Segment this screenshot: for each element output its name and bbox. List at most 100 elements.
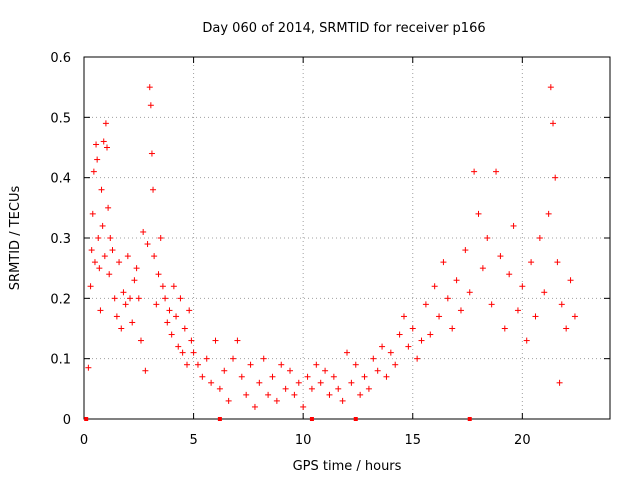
data-point: [93, 141, 100, 148]
data-point: [94, 156, 101, 163]
x-tick-label: 10: [295, 433, 312, 448]
data-point: [99, 222, 106, 229]
data-point: [90, 168, 97, 175]
y-tick-labels: 0 0.1 0.2 0.3 0.4 0.5 0.6: [50, 51, 71, 428]
data-point: [147, 102, 154, 109]
x-axis-label: GPS time / hours: [293, 459, 402, 474]
y-tick-label: 0.1: [50, 353, 71, 368]
data-point: [453, 277, 460, 284]
data-point: [157, 235, 164, 241]
x-tick-label: 15: [404, 433, 421, 448]
data-point: [127, 295, 134, 302]
data-point: [370, 355, 377, 362]
data-point: [113, 313, 120, 320]
data-point: [547, 84, 554, 91]
data-point: [194, 361, 201, 368]
data-point: [484, 235, 491, 241]
data-point: [238, 373, 245, 380]
data-point: [184, 361, 191, 368]
data-point: [106, 271, 113, 278]
data-point: [85, 364, 92, 371]
ground-marker: [467, 417, 472, 421]
data-point: [87, 283, 94, 290]
data-point: [308, 385, 315, 392]
ground-markers: [84, 417, 472, 421]
data-point: [536, 235, 543, 241]
data-point: [475, 210, 482, 217]
data-point: [278, 361, 285, 368]
data-point: [457, 307, 464, 314]
data-point: [396, 331, 403, 338]
data-point: [383, 373, 390, 380]
y-tick-label: 0.2: [50, 292, 71, 307]
data-point: [208, 379, 215, 386]
data-point: [190, 349, 197, 356]
data-point: [162, 295, 169, 302]
data-point: [269, 373, 276, 380]
data-point: [361, 373, 368, 380]
data-point: [497, 253, 504, 260]
data-point: [118, 325, 125, 332]
chart-title: Day 060 of 2014, SRMTID for receiver p16…: [202, 21, 485, 36]
data-point: [506, 271, 513, 278]
data-point: [462, 247, 469, 254]
data-point: [102, 120, 109, 127]
data-point: [374, 367, 381, 374]
data-point: [282, 385, 289, 392]
data-point: [173, 313, 180, 320]
data-point: [181, 325, 188, 332]
data-point: [273, 397, 280, 404]
data-point: [159, 283, 166, 290]
data-point: [571, 313, 578, 320]
data-point: [352, 361, 359, 368]
plot-frame: [83, 56, 611, 420]
y-tick-label: 0.5: [50, 111, 71, 126]
data-point: [348, 379, 355, 386]
data-point: [153, 301, 160, 308]
ground-marker: [309, 417, 314, 421]
y-tick-label: 0.4: [50, 172, 71, 187]
data-point: [137, 337, 144, 344]
data-point: [100, 138, 107, 145]
data-point: [105, 204, 112, 211]
data-point: [170, 283, 177, 290]
data-point: [392, 361, 399, 368]
data-point: [409, 325, 416, 332]
data-point: [140, 228, 147, 235]
data-point: [203, 355, 210, 362]
data-point: [556, 379, 563, 386]
data-point: [148, 150, 155, 157]
data-point: [260, 355, 267, 362]
data-point: [131, 277, 138, 284]
data-point: [444, 295, 451, 302]
x-tick-labels: 0 5 10 15 20: [80, 433, 531, 448]
data-point: [155, 271, 162, 278]
data-point: [97, 307, 104, 314]
data-point: [243, 391, 250, 398]
data-point: [247, 361, 254, 368]
data-point: [216, 385, 223, 392]
data-point: [523, 337, 530, 344]
data-point: [528, 259, 535, 266]
data-point: [422, 301, 429, 308]
data-point: [510, 222, 517, 229]
data-point: [365, 385, 372, 392]
data-point: [116, 259, 123, 266]
data-point: [295, 379, 302, 386]
data-point: [89, 210, 96, 217]
data-point: [291, 391, 298, 398]
data-point: [91, 259, 98, 266]
data-point: [414, 355, 421, 362]
data-point: [287, 367, 294, 374]
ground-marker: [217, 417, 222, 421]
data-point: [466, 289, 473, 296]
x-tick-label: 0: [80, 433, 88, 448]
data-point: [129, 319, 136, 326]
data-point: [545, 210, 552, 217]
data-point: [150, 186, 157, 193]
data-point: [111, 295, 118, 302]
data-point: [471, 168, 478, 175]
data-point: [317, 379, 324, 386]
data-point: [124, 253, 131, 260]
data-point: [550, 120, 557, 127]
